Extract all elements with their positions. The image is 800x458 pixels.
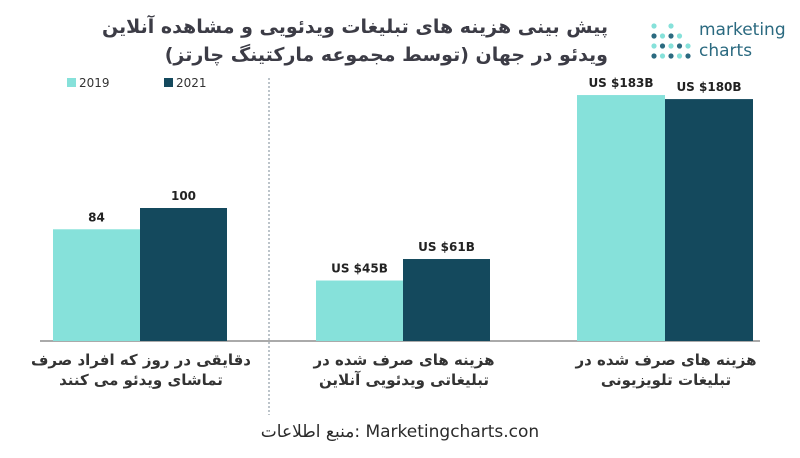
dot-grid-icon: [651, 23, 691, 59]
data-label-2-2021: US $61B: [418, 240, 475, 254]
category-label-1-line-1: دقایقی در روز که افراد صرف: [31, 351, 251, 369]
logo-dot: [676, 33, 683, 39]
data-label-2-2019: US $45B: [331, 262, 388, 276]
logo-dot: [668, 33, 674, 39]
logo-dot: [668, 43, 674, 49]
logo-dot: [659, 53, 666, 59]
logo-dot: [651, 43, 657, 49]
logo-dot: [676, 43, 683, 49]
chart-title-line-1: پیش بینی هزینه های تبلیغات ویدئویی و مشا…: [101, 16, 608, 38]
logo-dot: [659, 43, 666, 49]
logo-dot: [676, 53, 683, 59]
category-label-2-line-1: هزینه های صرف شده در: [313, 351, 495, 369]
category-label-2-line-2: تبلیغاتی ویدئویی آنلاین: [318, 371, 490, 389]
data-label-1-2019: 84: [88, 210, 105, 224]
category-label-1: دقایقی در روز که افراد صرف تماشای ویدئو م…: [31, 350, 251, 390]
logo-dot: [651, 23, 657, 29]
category-label-3-line-2: تبلیغات تلویزیونی: [600, 371, 732, 389]
legend-swatch-2019: [67, 78, 76, 87]
logo-dot: [668, 53, 674, 59]
logo-dot: [651, 53, 657, 59]
bar-3-2019: [577, 95, 665, 341]
bar-2-2019: [316, 280, 403, 341]
logo-dot: [685, 53, 691, 59]
logo-dot: [659, 33, 666, 39]
legend-label-2019: 2019: [79, 76, 110, 90]
category-label-3-line-1: هزینه های صرف شده در: [575, 351, 757, 369]
category-label-3: هزینه های صرف شده در تبلیغات تلویزیونی: [556, 350, 776, 390]
logo-dot: [668, 23, 674, 29]
bar-2-2021: [403, 259, 490, 341]
legend-swatch-2021: [164, 78, 173, 87]
logo-dot: [651, 33, 657, 39]
bar-1-2021: [140, 208, 227, 341]
bar-3-2021: [665, 99, 753, 341]
data-label-3-2019: US $183B: [588, 76, 653, 90]
legend-label-2021: 2021: [176, 76, 207, 90]
logo-text-line-2: charts: [699, 41, 753, 61]
data-label-3-2021: US $180B: [676, 80, 741, 94]
category-label-1-line-2: تماشای ویدئو می کنند: [59, 371, 223, 389]
logo-dot: [685, 43, 691, 49]
logo-text-line-1: marketing: [699, 20, 786, 40]
chart-title-line-2: ویدئو در جهان (توسط مجموعه مارکتینگ چارت…: [164, 44, 608, 66]
bar-1-2019: [53, 229, 140, 341]
category-label-2: هزینه های صرف شده در تبلیغاتی ویدئویی آنل…: [294, 350, 514, 390]
source-note: منبع اطلاعات: Marketingcharts.con: [260, 422, 540, 442]
data-label-1-2021: 100: [171, 189, 196, 203]
